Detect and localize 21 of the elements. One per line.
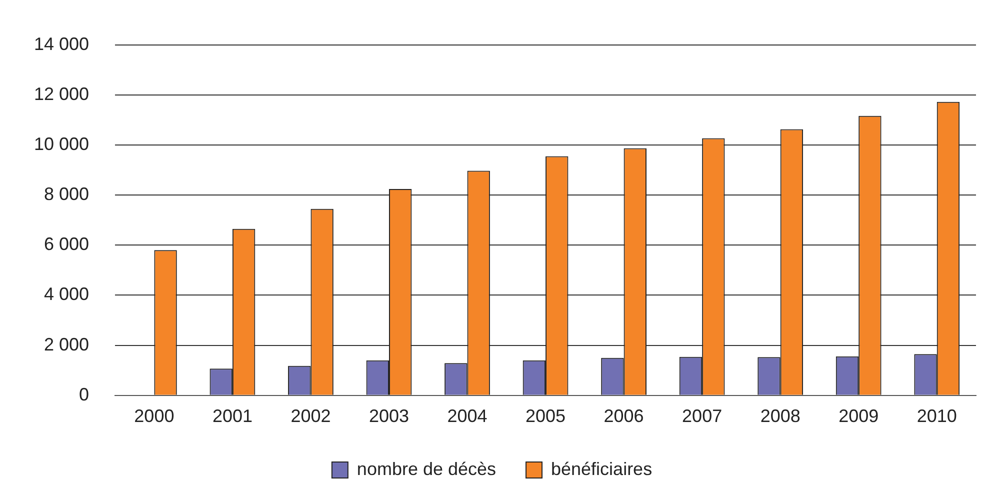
legend-label: bénéficiaires [551,458,652,479]
y-tick-label: 4 000 [44,284,90,304]
y-tick-label: 14 000 [34,34,90,54]
x-tick-label: 2003 [368,406,410,426]
x-tick-label: 2005 [526,406,566,426]
x-tick-label: 2006 [604,406,644,426]
x-tick-label: 2010 [916,406,957,426]
x-tick-label: 2000 [134,406,174,426]
y-tick-label: 10 000 [34,134,90,154]
y-tick-label: 8 000 [44,184,90,204]
legend-label: nombre de décès [356,458,496,479]
y-tick-label: 0 [79,384,90,404]
x-tick-label: 2007 [682,406,722,426]
y-tick-label: 6 000 [44,234,90,254]
x-tick-label: 2008 [760,406,800,426]
x-tick-label: 2002 [290,406,331,426]
x-tick-label: 2004 [447,406,488,426]
x-tick-label: 2001 [212,406,252,426]
y-tick-label: 12 000 [34,84,90,104]
y-tick-label: 2 000 [44,334,90,354]
x-tick-label: 2009 [838,406,879,426]
